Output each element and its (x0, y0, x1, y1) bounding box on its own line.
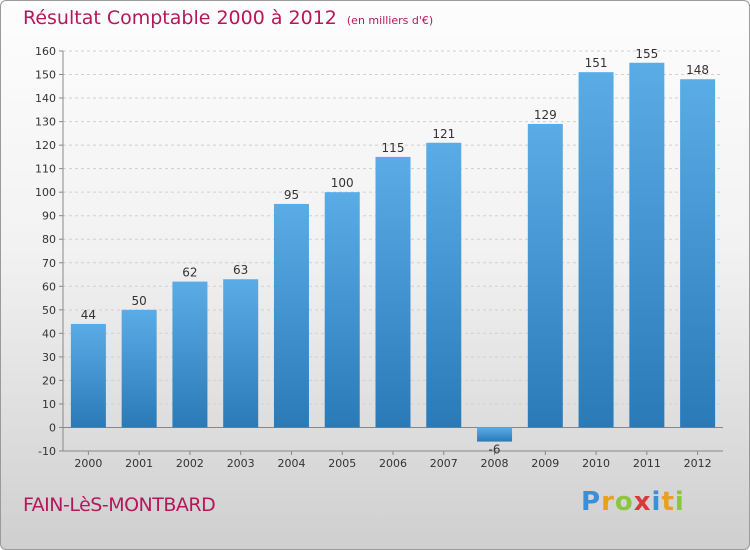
data-label-2011: 155 (635, 47, 658, 61)
bar-2001 (121, 309, 157, 428)
y-tick-label: 130 (35, 116, 56, 129)
logo-letter: P (581, 487, 602, 517)
logo-letter: x (633, 487, 652, 517)
x-tick-label: 2005 (328, 457, 356, 470)
data-label-2008: -6 (489, 443, 501, 457)
proxiti-logo: Proxiti (581, 487, 685, 517)
x-tick-label: 2006 (379, 457, 407, 470)
bar-2009 (527, 123, 563, 428)
x-tick-label: 2002 (176, 457, 204, 470)
chart-title-block: Résultat Comptable 2000 à 2012 (en millie… (23, 7, 433, 29)
y-tick-label: 100 (35, 186, 56, 199)
x-tick-label: 2000 (74, 457, 102, 470)
x-tick-label: 2001 (125, 457, 153, 470)
y-tick-label: -10 (38, 445, 56, 458)
bar-2011 (629, 62, 665, 428)
bar-2000 (70, 323, 106, 428)
y-tick-label: 50 (42, 304, 56, 317)
logo-letter: t (661, 487, 675, 517)
data-label-2002: 62 (182, 266, 197, 280)
x-tick-label: 2004 (277, 457, 305, 470)
data-label-2005: 100 (331, 176, 354, 190)
bar-2008 (477, 427, 513, 442)
bar-2003 (223, 279, 259, 428)
data-label-2001: 50 (132, 294, 147, 308)
x-tick-label: 2011 (633, 457, 661, 470)
commune-name: FAIN-LèS-MONTBARD (23, 494, 216, 516)
y-tick-label: 120 (35, 139, 56, 152)
data-label-2012: 148 (686, 63, 709, 77)
bars (70, 62, 716, 442)
x-tick-label: 2009 (531, 457, 559, 470)
y-tick-label: 60 (42, 280, 56, 293)
x-tick-label: 2010 (582, 457, 610, 470)
y-tick-label: 90 (42, 210, 56, 223)
bar-2012 (680, 79, 716, 428)
data-label-2010: 151 (585, 56, 608, 70)
y-tick-label: 20 (42, 374, 56, 387)
chart-unit: (en milliers d'€) (346, 14, 434, 27)
data-label-2009: 129 (534, 108, 557, 122)
data-label-2007: 121 (432, 127, 455, 141)
chart-title: Résultat Comptable 2000 à 2012 (23, 7, 337, 29)
bar-2002 (172, 281, 208, 428)
y-tick-label: 140 (35, 92, 56, 105)
bar-2004 (273, 203, 309, 428)
y-tick-label: 110 (35, 163, 56, 176)
data-label-2006: 115 (382, 141, 405, 155)
bar-2010 (578, 72, 614, 428)
data-label-2000: 44 (81, 308, 96, 322)
logo-letter: i (651, 487, 662, 517)
y-tick-label: 160 (35, 45, 56, 58)
bar-2005 (324, 192, 360, 428)
y-tick-label: 40 (42, 327, 56, 340)
x-tick-label: 2007 (430, 457, 458, 470)
y-tick-label: 10 (42, 398, 56, 411)
y-tick-label: 0 (49, 421, 56, 434)
data-label-2004: 95 (284, 188, 299, 202)
logo-letter: i (674, 487, 685, 517)
logo-letter: r (601, 487, 615, 517)
logo-letter: o (614, 487, 634, 517)
bar-2007 (426, 142, 462, 428)
bar-2006 (375, 156, 411, 428)
x-tick-label: 2008 (481, 457, 509, 470)
y-tick-label: 70 (42, 257, 56, 270)
y-tick-label: 80 (42, 233, 56, 246)
x-tick-label: 2012 (684, 457, 712, 470)
axes: -10 0 10 20 30 40 50 60 70 80 90 100 110 120 130 140 150… (35, 45, 723, 470)
y-tick-label: 30 (42, 351, 56, 364)
data-label-2003: 63 (233, 263, 248, 277)
x-tick-label: 2003 (227, 457, 255, 470)
data-labels: 44 50 62 63 95 100 115 121 -6 129 151 155 148 (81, 47, 709, 457)
y-tick-label: 150 (35, 69, 56, 82)
